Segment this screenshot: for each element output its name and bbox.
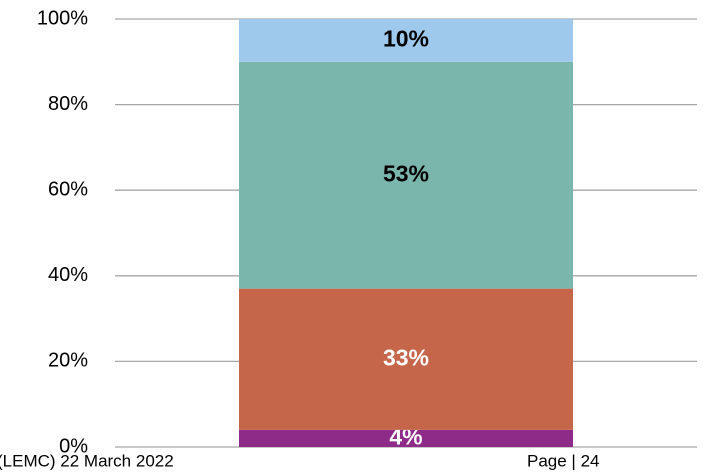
y-tick-label: 20%: [48, 350, 88, 372]
y-tick-label: 40%: [48, 264, 88, 286]
y-tick-label: 80%: [48, 93, 88, 115]
bar-segment: [239, 429, 573, 447]
footer-right: Page | 24: [527, 451, 599, 470]
bar-segment: [239, 19, 573, 62]
footer-left: (LEMC) 22 March 2022: [0, 451, 174, 470]
bar-segment: [239, 288, 573, 430]
y-tick-label: 0%: [59, 435, 88, 457]
y-tick-label: 100%: [37, 7, 88, 29]
data-label: 10%: [383, 25, 429, 51]
bar-segment: [239, 61, 573, 289]
data-label: 53%: [383, 160, 429, 186]
data-label: 33%: [383, 344, 429, 370]
y-tick-label: 60%: [48, 178, 88, 200]
